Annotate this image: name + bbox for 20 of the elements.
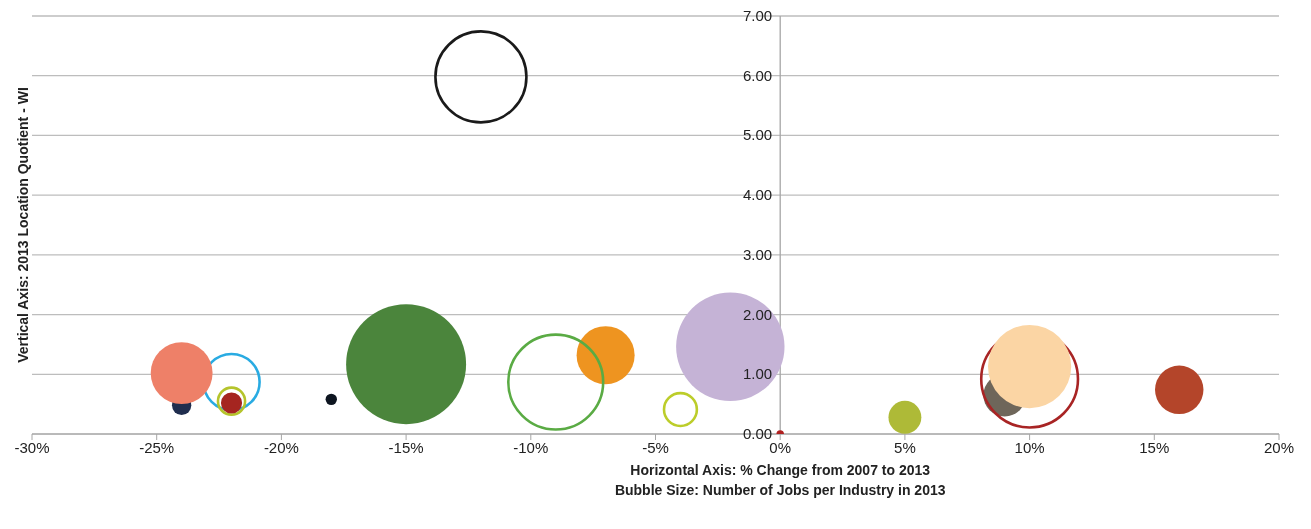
- x-tick-label: -10%: [513, 438, 549, 456]
- text: Bubble Size: Number of Jobs per Industry in 2013: [613, 481, 947, 500]
- x-tick-label: -30%: [14, 438, 50, 456]
- y-tick-label: 1.00: [743, 365, 773, 383]
- x-tick-label: 10%: [1014, 438, 1045, 456]
- y-tick-label: 7.00: [743, 7, 773, 24]
- y-axis-title: Vertical Axis: 2013 Location Quotient - WI: [14, 87, 31, 363]
- y-tick-label: 5.00: [743, 126, 773, 144]
- x-tick-label: 15%: [1139, 438, 1170, 456]
- x-tick-label: -5%: [642, 438, 669, 456]
- x-tick-label: 5%: [894, 438, 916, 456]
- y-tick-label: 3.00: [743, 245, 773, 263]
- x-tick-label: -15%: [388, 438, 424, 456]
- y-tick-label: 6.00: [743, 66, 773, 84]
- y-tick-label: 4.00: [743, 186, 773, 204]
- y-tick-label: 2.00: [743, 305, 773, 323]
- x-tick-label: -25%: [139, 438, 175, 456]
- x-tick-label: -20%: [263, 438, 299, 456]
- x-tick-label: 20%: [1263, 438, 1295, 456]
- x-axis-title: Horizontal Axis: % Change from 2007 to 2013: [629, 461, 932, 480]
